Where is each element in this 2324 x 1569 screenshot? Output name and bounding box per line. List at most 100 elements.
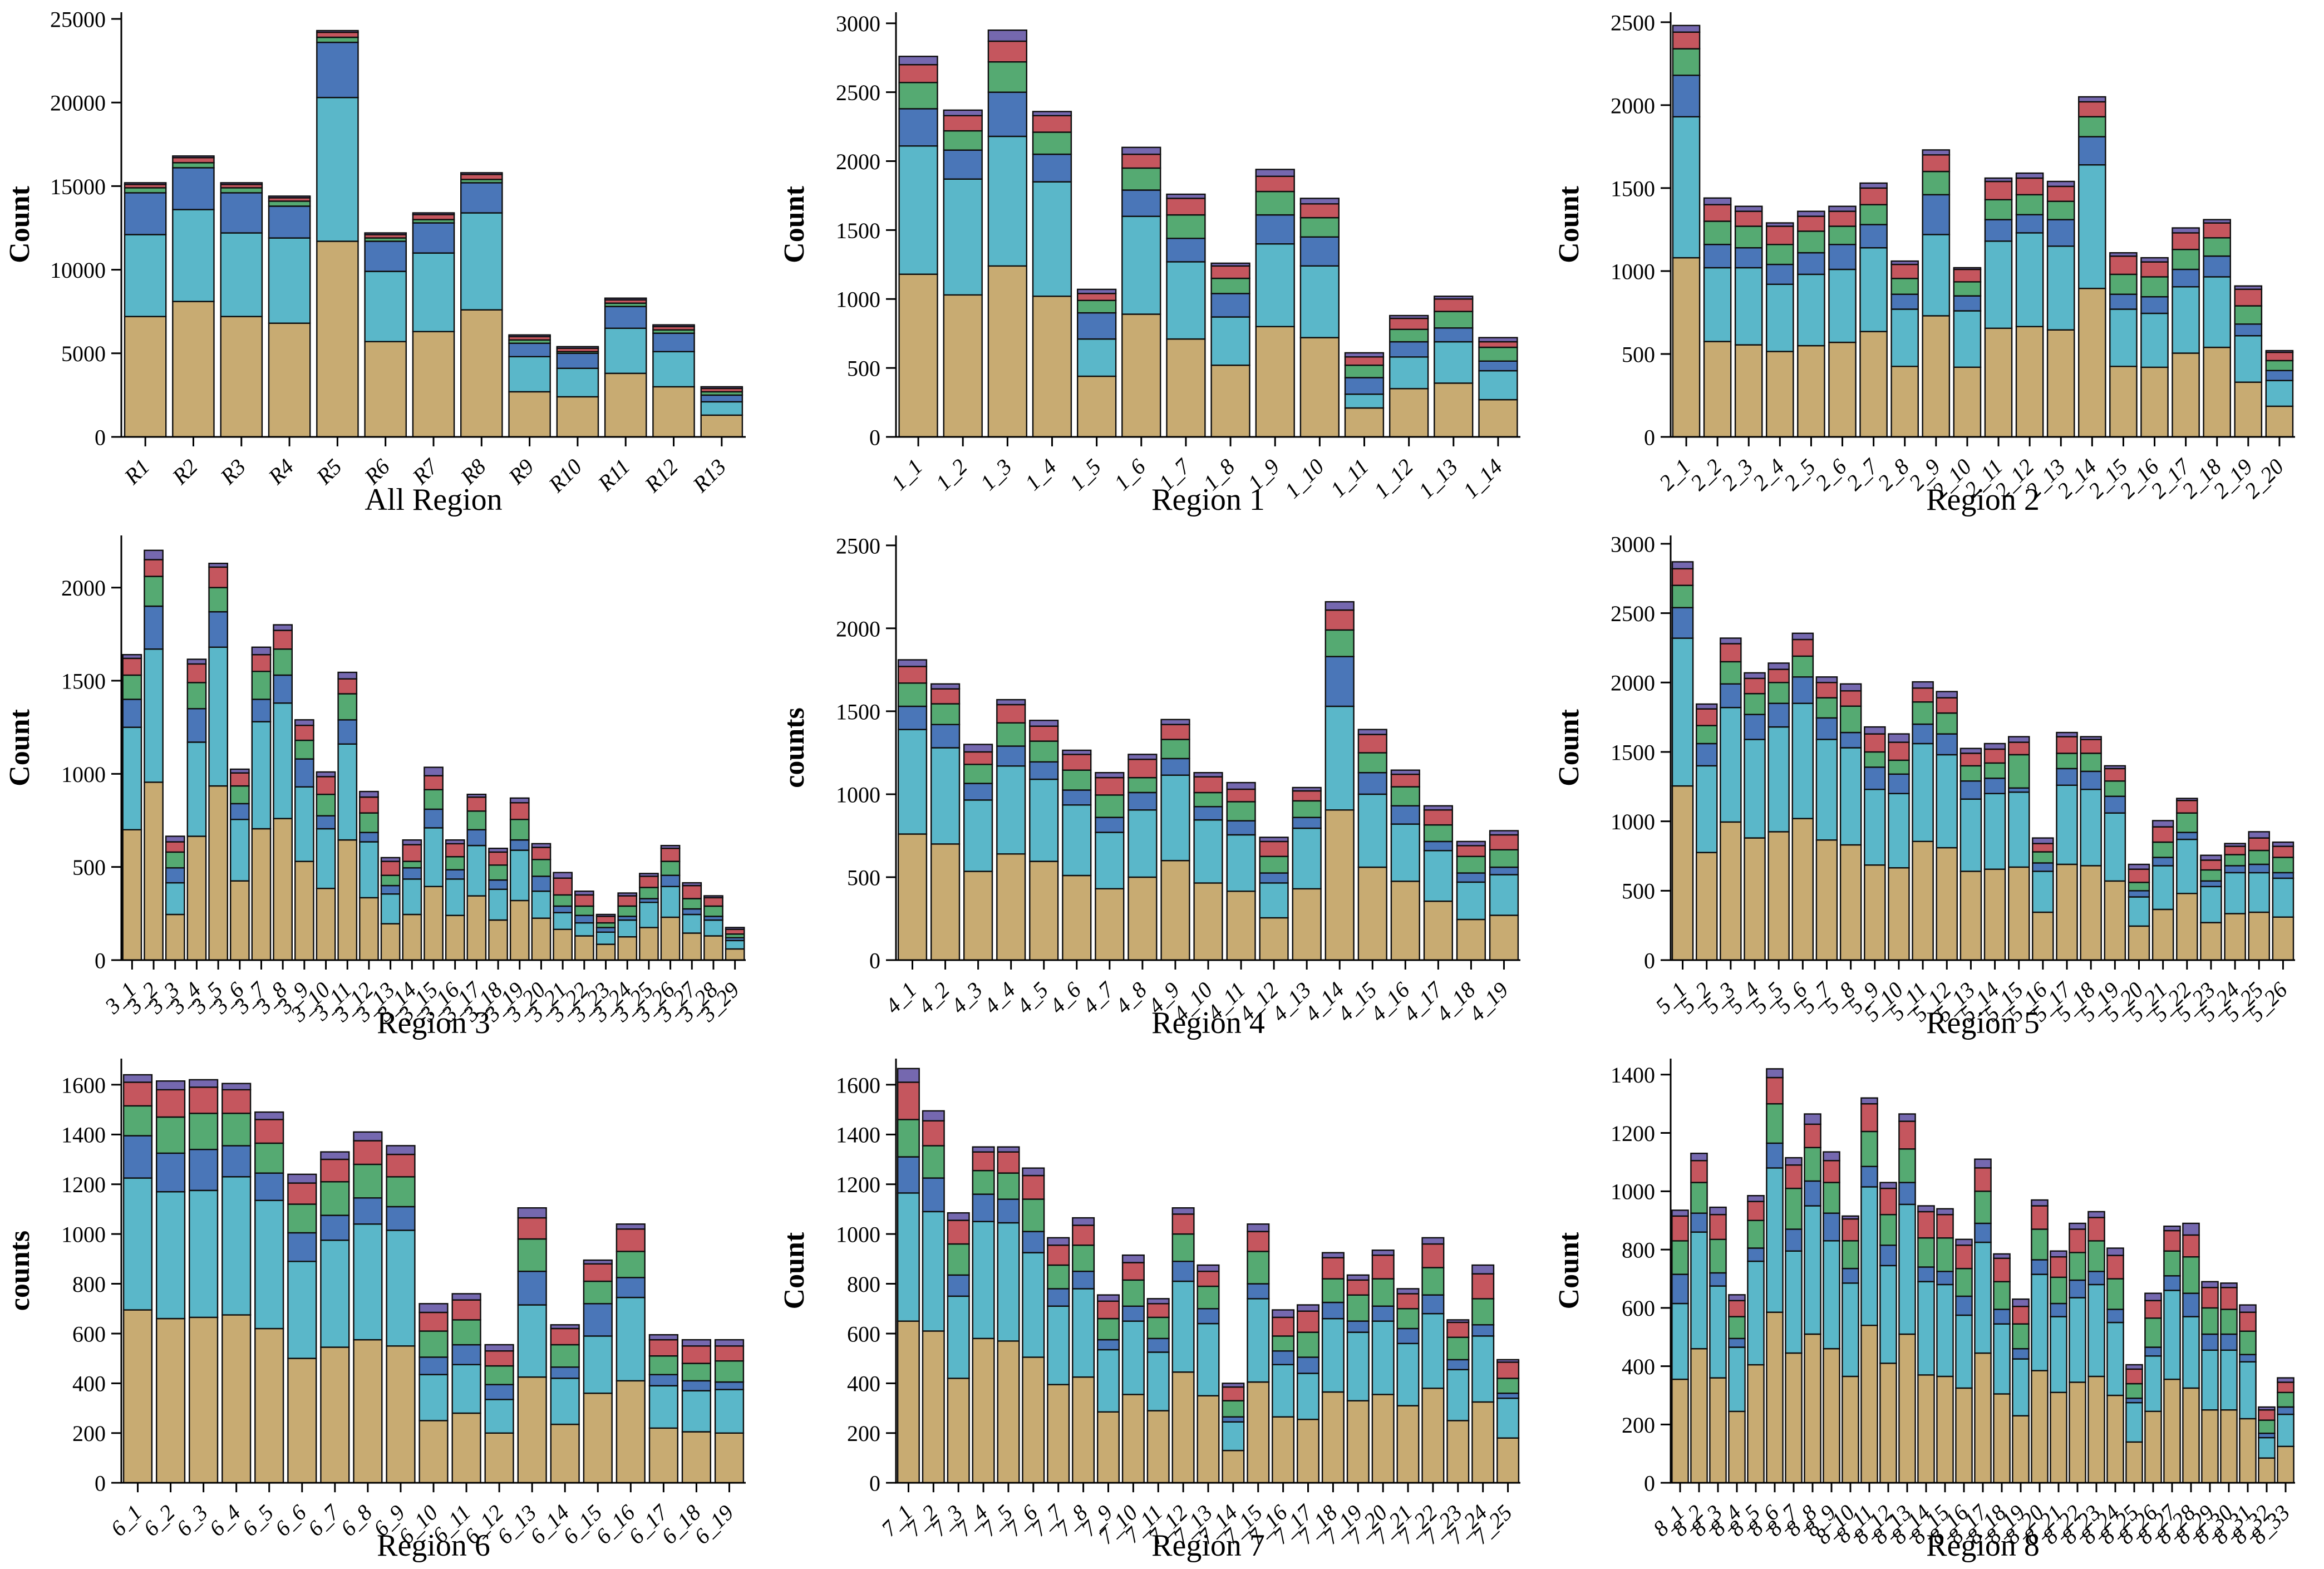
segment-light-blue: [648, 1385, 678, 1429]
segment-purple: [972, 1146, 995, 1153]
segment-light-blue: [273, 702, 293, 819]
segment-khaki: [508, 391, 551, 438]
bar-6_15: [583, 1259, 613, 1484]
segment-light-blue: [1842, 1282, 1859, 1378]
segment-light-blue: [556, 367, 599, 398]
segment-green: [1489, 849, 1519, 868]
segment-purple: [1791, 632, 1814, 641]
segment-purple: [316, 771, 336, 778]
segment-red: [2056, 736, 2078, 754]
segment-green: [648, 1355, 678, 1375]
segment-green: [1696, 725, 1718, 745]
bar-4_4: [996, 699, 1026, 961]
segment-red: [897, 666, 928, 684]
segment-light-blue: [604, 327, 647, 375]
segment-purple: [1804, 1113, 1821, 1125]
segment-dark-blue: [488, 879, 508, 890]
segment-light-blue: [2128, 896, 2150, 927]
segment-dark-blue: [1839, 731, 1862, 749]
segment-dark-blue: [550, 1366, 580, 1379]
y-axis-title: Count: [1553, 709, 1585, 786]
segment-khaki: [1671, 785, 1694, 961]
segment-light-blue: [1815, 739, 1838, 841]
segment-khaki: [2015, 326, 2044, 438]
segment-khaki: [1828, 341, 1857, 438]
segment-khaki: [1912, 840, 1934, 961]
segment-red: [122, 657, 142, 676]
segment-dark-blue: [1166, 238, 1206, 263]
segment-red: [1953, 268, 1982, 283]
segment-green: [987, 61, 1027, 93]
segment-green: [1842, 1240, 1859, 1270]
segment-light-blue: [996, 765, 1026, 855]
segment-purple: [583, 1259, 613, 1265]
segment-green: [2106, 1278, 2124, 1310]
segment-light-blue: [682, 913, 702, 934]
segment-khaki: [1744, 837, 1766, 961]
chart-region-3: 0 500 1000 1500 2000 3_1 3_2 3_3 3_4 3_5 3_6 3_7 3_8…: [0, 523, 775, 1046]
y-tick-label: 400: [72, 1371, 106, 1396]
segment-khaki: [172, 301, 215, 438]
bar-1_6: [1121, 146, 1161, 438]
stacked-bar-chart: 020040060080010001200140016006_16_26_36_…: [4, 1058, 746, 1563]
segment-red: [2277, 1381, 2295, 1394]
segment-light-blue: [1321, 1317, 1345, 1393]
segment-purple: [1321, 1252, 1345, 1258]
segment-light-blue: [1860, 1186, 1878, 1326]
segment-red: [1703, 204, 1732, 222]
segment-dark-blue: [2087, 1271, 2105, 1286]
segment-khaki: [2220, 1409, 2238, 1484]
segment-green: [1766, 244, 1794, 265]
segment-red: [1766, 225, 1794, 245]
segment-purple: [517, 1207, 547, 1219]
segment-dark-blue: [418, 1356, 449, 1375]
segment-green: [1095, 794, 1125, 818]
segment-purple: [165, 835, 185, 843]
segment-red: [531, 847, 552, 860]
segment-red: [2272, 845, 2295, 858]
segment-purple: [1953, 267, 1982, 270]
segment-khaki: [972, 1337, 995, 1484]
segment-dark-blue: [1791, 676, 1814, 704]
segment-red: [1297, 1310, 1320, 1333]
segment-dark-blue: [208, 611, 228, 648]
segment-purple: [1797, 210, 1825, 217]
segment-purple: [1434, 296, 1474, 300]
segment-light-blue: [1471, 1335, 1495, 1403]
segment-khaki: [2140, 366, 2169, 438]
segment-red: [2080, 739, 2102, 754]
segment-green: [1325, 629, 1355, 657]
bar-2_1: [1672, 24, 1701, 438]
segment-light-blue: [221, 1176, 252, 1316]
bar-7_19: [1346, 1274, 1370, 1484]
bar-7_3: [947, 1212, 970, 1484]
segment-green: [2080, 752, 2102, 773]
segment-green: [1121, 167, 1161, 191]
segment-purple: [122, 1074, 153, 1083]
segment-red: [1888, 741, 1910, 761]
segment-red: [996, 704, 1026, 724]
bar-3_7: [251, 646, 272, 961]
segment-red: [616, 1228, 646, 1252]
segment-khaki: [1936, 847, 1958, 961]
segment-khaki: [2056, 863, 2078, 961]
stacked-bar-chart: 020040060080010001200140016007_17_27_37_…: [779, 1058, 1520, 1563]
segment-red: [316, 31, 359, 38]
bars-group: [897, 1068, 1520, 1484]
segment-green: [1127, 776, 1158, 794]
segment-khaki: [1171, 1371, 1195, 1484]
stacked-bar-chart: 050010001500200025002_12_22_32_42_52_62_…: [1553, 10, 2295, 517]
segment-purple: [1344, 352, 1385, 358]
y-tick-label: 3000: [836, 11, 880, 36]
bar-3_24: [617, 892, 638, 961]
segment-green: [287, 1203, 317, 1234]
segment-dark-blue: [898, 108, 938, 147]
segment-light-blue: [1747, 1260, 1765, 1366]
segment-light-blue: [1791, 702, 1814, 819]
bar-5_21: [2151, 820, 2174, 961]
segment-red: [1446, 1321, 1470, 1338]
segment-green: [186, 682, 207, 710]
bar-4_6: [1062, 749, 1092, 961]
y-tick-label: 500: [1622, 342, 1655, 367]
